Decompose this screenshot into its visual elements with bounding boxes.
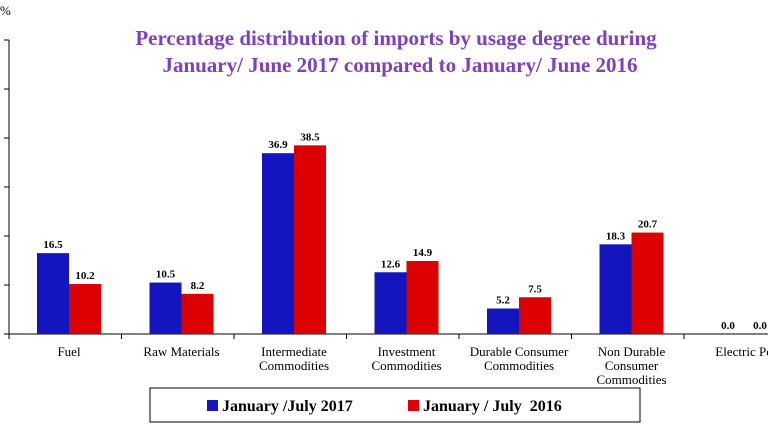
category-label: Durable Consumer Commodities: [470, 344, 569, 373]
data-label: 12.6: [381, 258, 401, 270]
legend-box: [149, 387, 641, 423]
bar-2017-1: [149, 282, 182, 334]
y-axis-unit: %: [0, 3, 11, 18]
data-label: 0.0: [721, 320, 735, 332]
category-label: Intermediate Commodities: [259, 344, 329, 373]
bar-2016-5: [631, 232, 664, 334]
legend-label-2017: January /July 2017: [222, 398, 353, 415]
chart-title: Percentage distribution of imports by us…: [135, 26, 657, 50]
chart-subtitle: January/ June 2017 compared to January/ …: [162, 53, 637, 77]
bar-2016-4: [519, 297, 551, 334]
bar-2016-1: [181, 293, 214, 334]
data-label: 20.7: [638, 219, 658, 231]
legend-swatch-2016: [408, 400, 419, 411]
bar-2016-3: [406, 260, 439, 334]
data-label: 7.5: [528, 283, 542, 295]
data-label: 36.9: [268, 139, 288, 151]
bar-2016-0: [69, 284, 101, 334]
data-label: 18.3: [606, 230, 626, 242]
data-label: 8.2: [191, 280, 205, 292]
bar-2017-3: [374, 272, 407, 334]
data-label: 0.0: [753, 320, 767, 332]
category-label: Non Durable Consumer Commodities: [596, 344, 666, 387]
value-labels-group: 16.5 10.2 10.5 8.2 36.9 38.5 12.6 14.9 5.2 7.5 18.…: [43, 131, 767, 332]
category-label: Investment Commodities: [371, 344, 441, 373]
category-label: Electric Po: [715, 344, 768, 359]
category-labels-group: Fuel Raw Materials Intermediate Commodities…: [57, 344, 768, 387]
data-label: 38.5: [300, 131, 320, 143]
legend-swatch-2017: [207, 400, 218, 411]
bars-group: [37, 145, 664, 334]
legend: January /July 2017 January / July 2016: [149, 387, 641, 423]
category-label: Fuel: [57, 344, 81, 359]
data-label: 16.5: [43, 239, 63, 251]
bar-2017-2: [262, 153, 294, 334]
data-label: 10.5: [156, 269, 176, 281]
bar-2017-0: [37, 253, 69, 334]
bar-2017-5: [599, 244, 632, 334]
category-label: Raw Materials: [143, 344, 219, 359]
bar-2016-2: [294, 145, 326, 334]
bar-2017-4: [487, 308, 519, 334]
data-label: 5.2: [496, 295, 510, 307]
legend-label-2016: January / July 2016: [423, 398, 562, 415]
data-label: 14.9: [413, 247, 433, 259]
data-label: 10.2: [75, 270, 95, 282]
